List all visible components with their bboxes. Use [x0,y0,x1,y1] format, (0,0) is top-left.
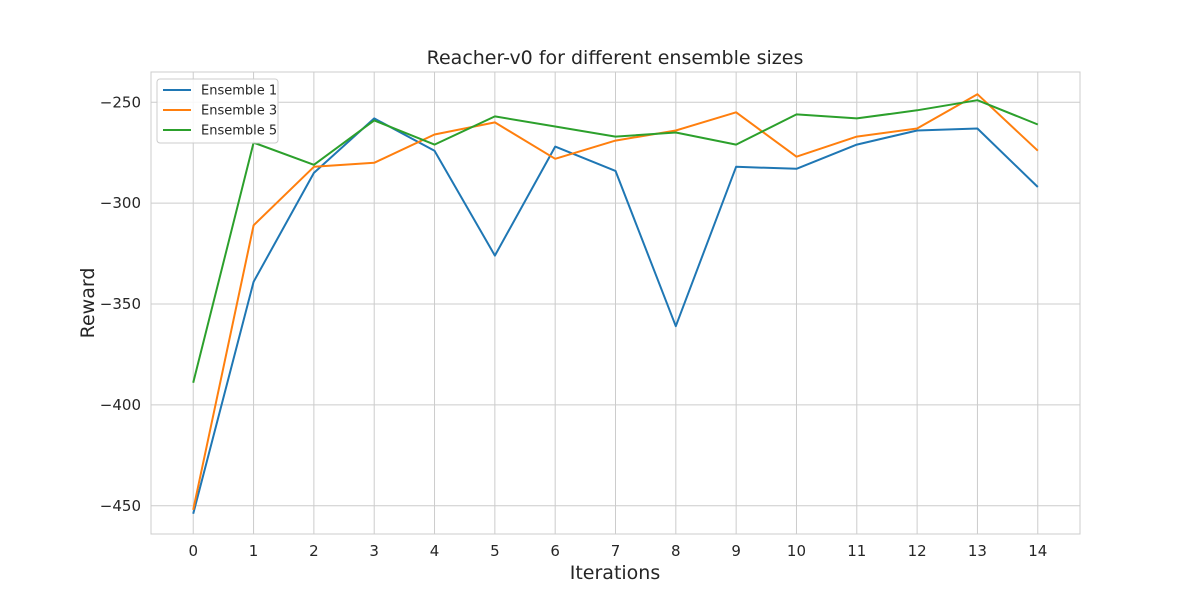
x-tick-labels: 0 1 2 3 4 5 6 7 8 9 10 11 12 13 14 [188,542,1047,560]
x-tick-label: 3 [369,542,379,560]
legend: Ensemble 1 Ensemble 3 Ensemble 5 [156,78,279,144]
x-tick-label: 4 [430,542,440,560]
y-axis-title: Reward [77,268,99,339]
legend-items: Ensemble 1 Ensemble 3 Ensemble 5 [163,84,277,139]
x-tick-label: 10 [787,542,806,560]
legend-box [156,78,279,144]
y-tick-label: −350 [100,295,141,313]
x-tick-label: 6 [550,542,560,560]
x-axis-title: Iterations [570,562,661,584]
y-tick-labels: −450 −400 −350 −300 −250 [100,93,141,514]
y-tick-label: −450 [100,497,141,515]
grid-lines [151,72,1080,534]
legend-label: Ensemble 1 [201,84,277,99]
series-lines [192,93,1039,515]
y-tick-label: −400 [100,396,141,414]
x-tick-label: 0 [188,542,198,560]
series-line-1 [192,117,1039,515]
series-line-3 [192,99,1039,383]
x-tick-label: 1 [249,542,259,560]
x-tick-label: 13 [968,542,987,560]
y-tick-label: −250 [100,93,141,111]
y-tick-label: −300 [100,194,141,212]
x-tick-label: 8 [671,542,681,560]
legend-label: Ensemble 5 [201,124,277,139]
x-tick-label: 11 [847,542,866,560]
x-tick-label: 9 [731,542,741,560]
x-tick-label: 12 [908,542,927,560]
legend-label: Ensemble 3 [201,104,277,119]
x-tick-label: 2 [309,542,319,560]
x-tick-label: 7 [611,542,621,560]
series-line-2 [192,93,1039,511]
chart-title: Reacher-v0 for different ensemble sizes [427,47,804,69]
x-tick-label: 5 [490,542,500,560]
x-tick-label: 14 [1028,542,1047,560]
